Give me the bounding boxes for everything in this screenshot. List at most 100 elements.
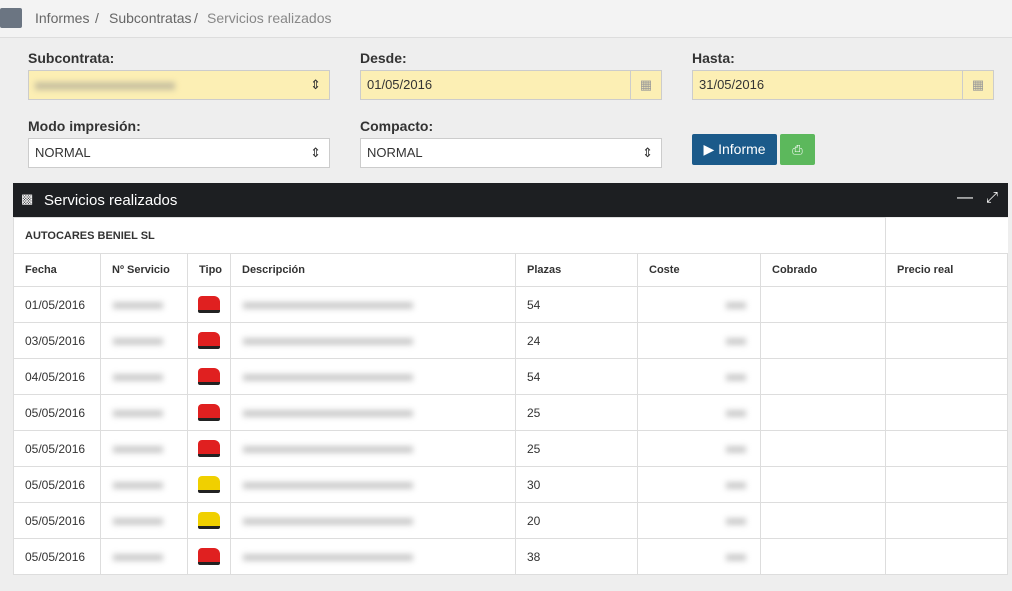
type-cell xyxy=(187,358,231,395)
cell xyxy=(230,286,516,323)
type-cell xyxy=(187,322,231,359)
cell xyxy=(637,538,761,575)
date-cell: 03/05/2016 xyxy=(13,322,101,359)
seats-cell: 30 xyxy=(515,466,638,503)
cell xyxy=(100,466,188,503)
bus-icon xyxy=(198,404,220,421)
cell xyxy=(760,394,886,431)
type-cell xyxy=(187,286,231,323)
crumb[interactable]: Informes xyxy=(35,10,90,26)
cell xyxy=(637,466,761,503)
cell xyxy=(100,358,188,395)
date-cell: 05/05/2016 xyxy=(13,394,101,431)
cell xyxy=(230,358,516,395)
cell xyxy=(230,538,516,575)
cell xyxy=(885,394,1008,431)
date-input[interactable]: 31/05/2016 ▦ xyxy=(692,70,994,100)
seats-cell: 20 xyxy=(515,502,638,539)
cell xyxy=(230,430,516,467)
cell xyxy=(637,394,761,431)
cell xyxy=(760,358,886,395)
cell xyxy=(637,286,761,323)
cell xyxy=(100,538,188,575)
expand[interactable]: ⤢ xyxy=(986,189,999,206)
column-header: Cobrado xyxy=(760,253,886,287)
seats-cell: 38 xyxy=(515,538,638,575)
bus-icon xyxy=(198,548,220,565)
date-cell: 05/05/2016 xyxy=(13,502,101,539)
breadcrumb: Informes / Subcontratas / Servicios real… xyxy=(0,0,1012,38)
print-button[interactable]: ⎙ xyxy=(780,134,815,165)
label: Compacto: xyxy=(360,118,434,134)
type-cell xyxy=(187,466,231,503)
date-input[interactable]: 01/05/2016 ▦ xyxy=(360,70,662,100)
bus-icon xyxy=(198,368,220,385)
crumb[interactable]: Subcontratas xyxy=(109,10,192,26)
cell xyxy=(885,358,1008,395)
cell xyxy=(637,430,761,467)
cell xyxy=(100,502,188,539)
value: 01/05/2016 xyxy=(367,77,433,92)
bus-icon xyxy=(198,512,220,529)
table-wrap: AUTOCARES BENIEL SL Fecha Nº Servicio Tipo… xyxy=(13,217,1008,575)
group-header: AUTOCARES BENIEL SL xyxy=(13,217,886,254)
bus-icon xyxy=(198,296,220,313)
column-header: Fecha xyxy=(13,253,101,287)
cell xyxy=(100,286,188,323)
cell xyxy=(885,466,1008,503)
cell xyxy=(230,466,516,503)
date-cell: 05/05/2016 xyxy=(13,466,101,503)
cell xyxy=(100,394,188,431)
select[interactable]: NORMAL ⇕ xyxy=(360,138,662,168)
column-header: Nº Servicio xyxy=(100,253,188,287)
collapse[interactable]: — xyxy=(957,189,973,206)
seats-cell: 54 xyxy=(515,286,638,323)
row: 05/05/2016 20 xyxy=(13,502,1008,539)
cell xyxy=(100,430,188,467)
select[interactable]: NORMAL ⇕ xyxy=(28,138,330,168)
column-header: Plazas xyxy=(515,253,638,287)
cell xyxy=(885,322,1008,359)
report-button[interactable]: ▶ Informe xyxy=(692,134,777,165)
type-cell xyxy=(187,430,231,467)
seats-cell: 25 xyxy=(515,394,638,431)
cell xyxy=(230,322,516,359)
value: NORMAL xyxy=(35,145,91,160)
label: Desde: xyxy=(360,50,407,66)
row: 05/05/2016 25 xyxy=(13,430,1008,467)
cell xyxy=(760,538,886,575)
label: Modo impresión: xyxy=(28,118,141,134)
type-cell xyxy=(187,538,231,575)
cell xyxy=(637,322,761,359)
row: 01/05/2016 54 xyxy=(13,286,1008,323)
row: 03/05/2016 24 xyxy=(13,322,1008,359)
select[interactable]: ⇕ xyxy=(28,70,330,100)
date-cell: 05/05/2016 xyxy=(13,538,101,575)
cell xyxy=(885,538,1008,575)
panel-header: ▩ Servicios realizados — ⤢ xyxy=(13,183,1008,217)
cell xyxy=(637,358,761,395)
cell xyxy=(885,286,1008,323)
column-header: Descripción xyxy=(230,253,516,287)
type-cell xyxy=(187,502,231,539)
row: 05/05/2016 38 xyxy=(13,538,1008,575)
value: 31/05/2016 xyxy=(699,77,765,92)
home-icon[interactable] xyxy=(0,8,22,28)
cell xyxy=(760,430,886,467)
cell xyxy=(760,502,886,539)
label: Subcontrata: xyxy=(28,50,115,66)
cell xyxy=(100,322,188,359)
cell xyxy=(230,502,516,539)
seats-cell: 25 xyxy=(515,430,638,467)
column-header: Coste xyxy=(637,253,761,287)
cell xyxy=(760,286,886,323)
column-header: Precio real xyxy=(885,253,1008,287)
button-label: Informe xyxy=(718,141,766,157)
value: NORMAL xyxy=(367,145,423,160)
panel-title: Servicios realizados xyxy=(44,192,178,209)
column-header: Tipo xyxy=(187,253,231,287)
cell xyxy=(885,502,1008,539)
table: AUTOCARES BENIEL SL Fecha Nº Servicio Tipo… xyxy=(13,217,1008,575)
date-cell: 05/05/2016 xyxy=(13,430,101,467)
